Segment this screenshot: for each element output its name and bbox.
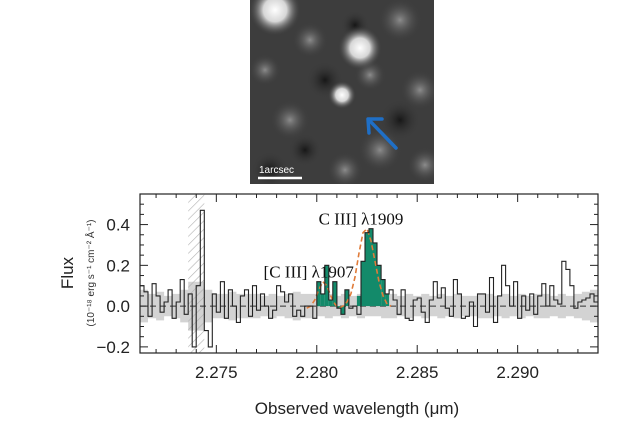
y-tick-label: 0.0 [106,297,130,316]
emission-fill-bin [373,242,377,307]
x-tick-label: 2.280 [295,363,338,382]
y-axis-label: Flux [58,256,77,289]
emission-fill-bin [340,306,345,315]
spectrum-line [140,209,598,348]
emission-fill-bin [320,293,325,307]
emission-fill-bin [336,306,341,309]
x-tick-label: 2.285 [396,363,439,382]
pointer-arrow-head [366,117,384,135]
y-tick-label: 0.4 [106,216,130,235]
y-tick-label: 0.2 [106,256,130,275]
y-tick-label: −0.2 [96,338,130,357]
axis-ticks [140,194,599,353]
x-tick-label: 2.275 [195,363,238,382]
emission-fill-bin [369,228,373,307]
emission-fill-bin [324,265,329,307]
x-axis-label: Observed wavelength (μm) [255,399,459,418]
x-tick-label: 2.290 [496,363,539,382]
emission-fill-bin [356,295,361,307]
emission-fill-bin [344,289,349,307]
emission-fill-bin [361,261,365,307]
pointer-arrow-shaft [367,118,398,150]
annotation-ciii-1909: C III] λ1909 [319,210,404,229]
tick-labels: 2.275 2.280 2.285 2.290 −0.2 0.0 0.2 0.4 [96,216,538,382]
emission-fill-bin [381,279,386,307]
plot-frame [139,193,599,354]
annotation-ciii-1907: [C III] λ1907 [264,263,355,282]
plot-area [140,194,598,353]
emission-fill-bin [316,281,321,307]
image-stamp: 1arcsec [250,0,434,184]
emission-fill-bin [377,265,381,307]
y-axis-units: (10⁻¹⁸ erg s⁻¹ cm⁻² Å⁻¹) [84,219,97,326]
pointer-arrow-icon [366,117,398,150]
annotations: [C III] λ1907 C III] λ1909 [264,210,404,282]
emission-fill-bin [332,281,337,307]
emission-fill-bin [328,300,333,307]
scalebar-label: 1arcsec [259,165,294,176]
emission-fill-bin [365,232,369,307]
image-stamp-svg: 1arcsec [250,0,434,184]
emission-fill-bin [385,293,390,307]
